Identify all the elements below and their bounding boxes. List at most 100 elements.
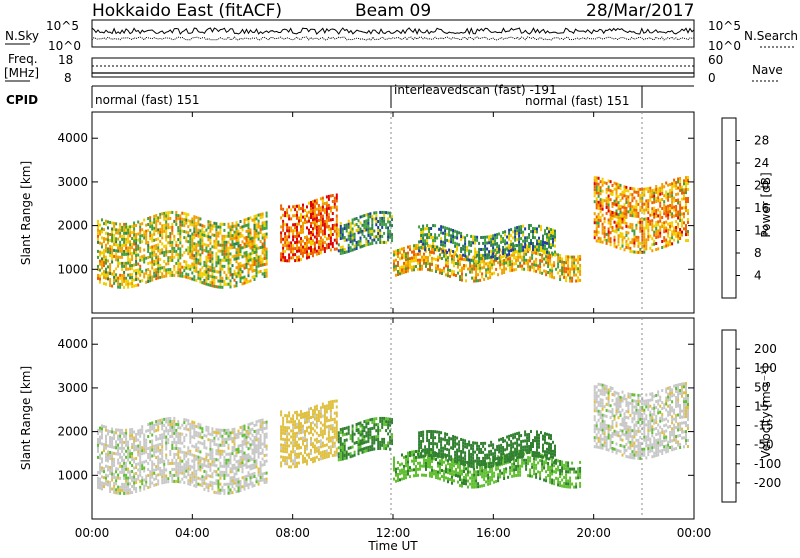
echo-cell: [547, 256, 549, 259]
echo-cell: [232, 276, 234, 279]
echo-cell: [683, 227, 685, 230]
echo-cell: [217, 250, 219, 253]
echo-cell: [296, 241, 298, 244]
echo-cell: [157, 258, 159, 261]
echo-cell: [240, 456, 242, 459]
echo-cell: [171, 244, 173, 247]
echo-cell: [234, 231, 236, 234]
echo-cell: [312, 421, 314, 424]
echo-cell: [207, 274, 209, 277]
echo-cell: [304, 415, 306, 418]
echo-cell: [101, 263, 103, 266]
echo-cell: [671, 203, 673, 206]
echo-cell: [614, 188, 616, 191]
echo-cell: [653, 192, 655, 195]
echo-cell: [330, 451, 332, 454]
echo-cell: [514, 251, 516, 254]
echo-cell: [113, 437, 115, 440]
echo-cell: [135, 275, 137, 278]
echo-cell: [620, 247, 622, 250]
echo-cell: [330, 409, 332, 412]
echo-cell: [236, 436, 238, 439]
echo-cell: [109, 233, 111, 236]
echo-cell: [306, 220, 308, 223]
echo-cell: [629, 241, 631, 244]
echo-cell: [119, 250, 121, 253]
echo-cell: [442, 232, 444, 235]
echo-cell: [228, 277, 230, 280]
echo-cell: [439, 271, 441, 274]
echo-cell: [520, 231, 522, 234]
echo-cell: [153, 427, 155, 430]
echo-cell: [149, 428, 151, 431]
echo-cell: [655, 197, 657, 200]
echo-cell: [117, 492, 119, 495]
echo-cell: [677, 211, 679, 214]
echo-cell: [258, 483, 260, 486]
echo-cell: [264, 221, 266, 224]
echo-cell: [221, 238, 223, 241]
echo-cell: [173, 480, 175, 483]
echo-cell: [395, 265, 397, 268]
echo-cell: [242, 458, 244, 461]
echo-cell: [598, 201, 600, 204]
echo-cell: [213, 279, 215, 282]
echo-cell: [254, 221, 256, 224]
echo-cell: [209, 221, 211, 224]
echo-cell: [288, 247, 290, 250]
echo-cell: [254, 484, 256, 487]
echo-cell: [314, 215, 316, 218]
echo-cell: [197, 262, 199, 265]
echo-cell: [496, 236, 498, 239]
echo-cell: [139, 232, 141, 235]
echo-cell: [385, 211, 387, 214]
echo-cell: [252, 482, 254, 485]
echo-cell: [113, 473, 115, 476]
echo-cell: [217, 459, 219, 462]
echo-cell: [594, 200, 596, 203]
echo-cell: [266, 221, 268, 224]
echo-cell: [631, 211, 633, 214]
echo-cell: [614, 215, 616, 218]
echo-cell: [151, 449, 153, 452]
echo-cell: [217, 241, 219, 244]
echo-cell: [510, 228, 512, 231]
echo-cell: [294, 423, 296, 426]
echo-cell: [554, 233, 556, 236]
echo-cell: [234, 437, 236, 440]
echo-cell: [113, 282, 115, 285]
echo-cell: [492, 252, 494, 255]
echo-cell: [282, 256, 284, 259]
echo-cell: [280, 431, 282, 434]
echo-cell: [352, 249, 354, 252]
echo-cell: [246, 481, 248, 484]
echo-cell: [113, 452, 115, 455]
echo-cell: [205, 256, 207, 259]
echo-cell: [159, 234, 161, 237]
echo-cell: [159, 422, 161, 425]
echo-cell: [183, 472, 185, 475]
echo-cell: [280, 255, 282, 258]
echo-cell: [292, 247, 294, 250]
echo-cell: [344, 227, 346, 230]
echo-cell: [618, 201, 620, 204]
echo-cell: [326, 225, 328, 228]
echo-cell: [109, 481, 111, 484]
echo-cell: [149, 452, 151, 455]
echo-cell: [131, 255, 133, 258]
echo-cell: [332, 233, 334, 236]
echo-cell: [105, 268, 107, 271]
echo-cell: [397, 255, 399, 258]
echo-cell: [687, 182, 689, 185]
echo-cell: [633, 212, 635, 215]
echo-cell: [179, 468, 181, 471]
echo-cell: [244, 485, 246, 488]
noise-search-trace: [92, 37, 694, 40]
echo-cell: [141, 428, 143, 431]
echo-cell: [633, 209, 635, 212]
echo-cell: [131, 443, 133, 446]
echo-cell: [653, 243, 655, 246]
echo-cell: [105, 438, 107, 441]
echo-cell: [643, 194, 645, 197]
